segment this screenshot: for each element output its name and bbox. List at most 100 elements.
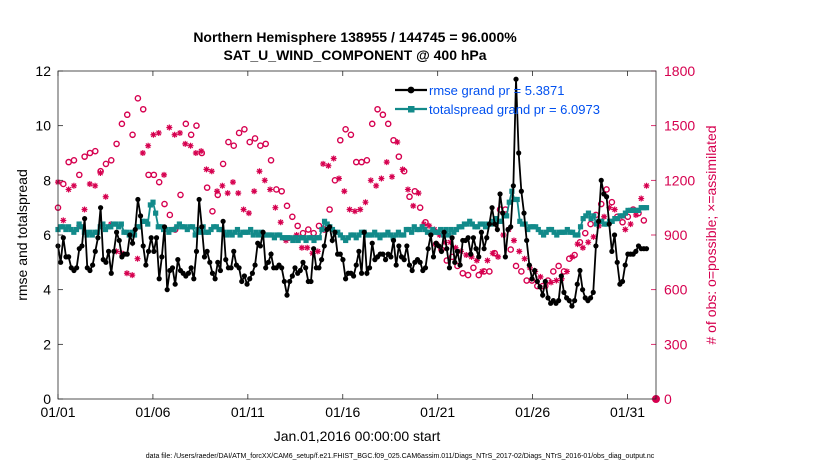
totalspread-point: [385, 229, 391, 235]
assimilated-obs-point: [473, 257, 480, 264]
totalspread-point: [134, 224, 140, 230]
totalspread-point: [493, 216, 499, 222]
totalspread-point: [382, 232, 388, 238]
assimilated-obs-point: [245, 210, 252, 217]
rmse-point: [622, 262, 628, 268]
legend-spread-label: totalspread grand pr = 6.0973: [429, 102, 600, 117]
totalspread-point: [255, 232, 262, 238]
right-tick-label: 1500: [664, 118, 695, 134]
assimilated-obs-point: [516, 248, 523, 255]
rmse-point: [476, 254, 482, 260]
totalspread-point: [121, 229, 127, 235]
left-tick-label: 6: [43, 227, 51, 243]
possible-obs-point: [550, 268, 557, 275]
rmse-point: [633, 248, 639, 254]
totalspread-point: [380, 232, 386, 238]
totalspread-point: [81, 229, 87, 235]
totalspread-point: [353, 235, 359, 241]
possible-obs-point: [225, 138, 232, 146]
possible-obs-point: [475, 271, 483, 279]
totalspread-point: [208, 226, 214, 233]
totalspread-point: [248, 226, 254, 233]
rmse-point: [492, 221, 498, 227]
rmse-point: [92, 248, 98, 254]
left-tick-label: 12: [35, 63, 51, 79]
rmse-point: [105, 248, 112, 254]
rmse-point: [409, 267, 415, 274]
possible-obs-point: [134, 95, 142, 102]
totalspread-point: [504, 213, 510, 219]
assimilated-obs-point: [320, 160, 327, 167]
totalspread-point: [245, 229, 251, 235]
rmse-point: [619, 278, 626, 285]
totalspread-point: [226, 229, 233, 235]
possible-obs-point: [177, 191, 184, 199]
x-tick-label: 01/11: [231, 404, 265, 420]
totalspread-point: [438, 226, 444, 233]
rmse-point: [98, 205, 104, 211]
totalspread-point: [461, 221, 468, 227]
assimilated-obs-point: [214, 188, 221, 195]
x-tick-label: 01/26: [515, 404, 550, 420]
data-file-footer: data file: /Users/raeder/DAI/ATM_forcXX/…: [146, 453, 655, 460]
possible-obs-point: [299, 229, 307, 237]
rmse-point: [308, 278, 314, 285]
totalspread-point: [145, 221, 151, 227]
assimilated-obs-point: [569, 253, 576, 260]
totalspread-point: [422, 226, 428, 233]
totalspread-point: [300, 235, 307, 241]
assimilated-obs-point: [235, 190, 242, 197]
totalspread-point: [443, 226, 449, 233]
rmse-point: [79, 243, 85, 249]
totalspread-point: [390, 235, 396, 241]
totalspread-point: [250, 232, 256, 238]
rmse-point: [422, 265, 429, 271]
totalspread-point: [638, 205, 644, 211]
totalspread-point: [76, 221, 82, 227]
possible-obs-point: [368, 120, 376, 128]
y-axis-label: rmse and totalspread: [14, 169, 30, 301]
possible-obs-point: [155, 178, 163, 186]
chart-subtitle: SAT_U_WIND_COMPONENT @ 400 hPa: [223, 47, 486, 63]
assimilated-obs-point: [404, 186, 411, 193]
rmse-point: [329, 237, 335, 244]
right-tick-label: 1200: [664, 172, 695, 188]
totalspread-point: [411, 224, 417, 230]
totalspread-point: [171, 226, 177, 233]
totalspread-series: [55, 187, 650, 244]
assimilated-obs-point: [627, 221, 634, 228]
rmse-point: [289, 273, 295, 279]
totalspread-point: [358, 229, 365, 235]
assimilated-obs-point: [410, 202, 417, 209]
rmse-point: [124, 251, 130, 257]
rmse-point: [425, 246, 431, 252]
possible-obs-point: [257, 142, 264, 150]
totalspread-point: [110, 221, 117, 227]
rmse-point: [500, 210, 506, 216]
rmse-point: [593, 243, 599, 249]
totalspread-point: [456, 224, 462, 230]
totalspread-point: [540, 232, 547, 238]
possible-obs-point: [150, 171, 158, 179]
rmse-point: [153, 235, 160, 241]
totalspread-point: [308, 235, 314, 241]
chart-title: Northern Hemisphere 138955 / 144745 = 96…: [193, 29, 517, 45]
rmse-point: [380, 251, 386, 257]
rmse-point: [404, 243, 410, 249]
possible-obs-point: [70, 156, 78, 164]
totalspread-point: [240, 229, 246, 235]
rmse-point: [526, 262, 532, 268]
assimilated-obs-point: [224, 190, 231, 197]
assimilated-obs-point: [611, 206, 618, 213]
totalspread-point: [166, 229, 172, 235]
assimilated-obs-point: [463, 252, 470, 259]
rmse-point: [430, 254, 437, 260]
possible-obs-point: [518, 268, 525, 275]
totalspread-point: [593, 221, 599, 227]
assimilated-obs-point: [468, 253, 475, 260]
totalspread-point: [174, 224, 180, 230]
legend-rmse-marker: [407, 86, 415, 94]
rmse-point: [129, 240, 136, 246]
assimilated-obs-point: [521, 255, 528, 262]
totalspread-point: [147, 202, 153, 208]
